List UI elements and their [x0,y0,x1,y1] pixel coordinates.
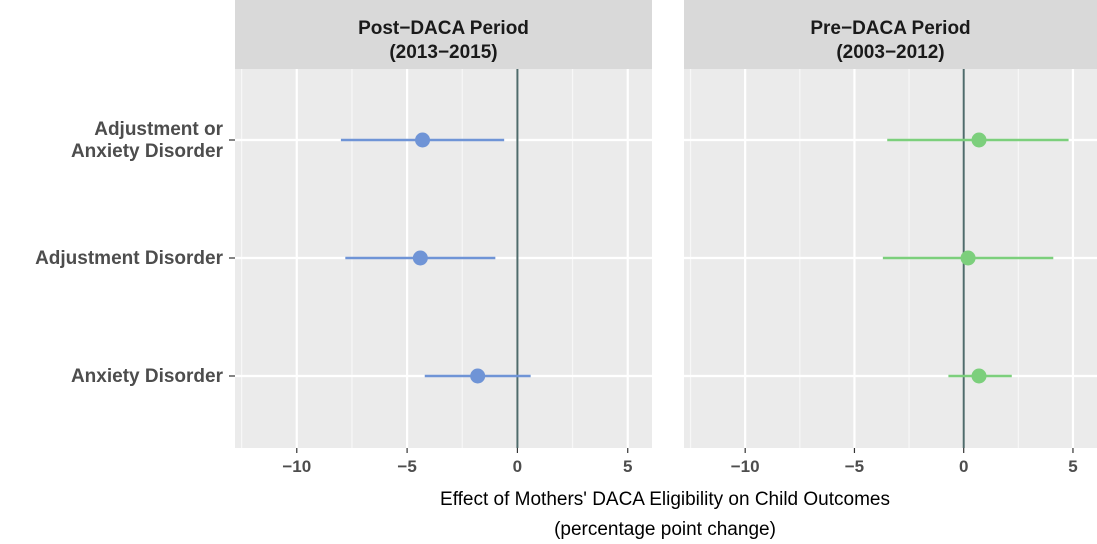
point-estimate [470,368,486,384]
facet-panel-2: Pre−DACA Period (2003−2012) −10 −5 0 5 [684,0,1097,476]
x-axis-title-line-2: (percentage point change) [554,519,776,540]
point-estimate [412,250,428,266]
point-estimate [960,250,976,266]
facet-strip-title-line-1: Pre−DACA Period [810,18,970,39]
facet-strip-bg [235,0,652,69]
point-estimate [971,132,987,148]
y-category-label: Anxiety Disorder [71,141,224,162]
y-category-label: Anxiety Disorder [71,366,224,387]
facet-strip-title-line-1: Post−DACA Period [358,18,529,39]
facet-strip-title-line-2: (2003−2012) [836,42,944,63]
point-estimate [415,132,431,148]
y-category-label: Adjustment Disorder [35,248,224,269]
facet-panel-1: Post−DACA Period (2013−2015) −10 −5 0 5 [235,0,652,476]
x-tick-label: −10 [731,457,760,476]
facet-strip-title-line-2: (2013−2015) [389,42,497,63]
x-tick-label: −10 [282,457,311,476]
point-estimate [971,368,987,384]
facet-strip-bg [684,0,1097,69]
x-axis-title-line-1: Effect of Mothers' DACA Eligibility on C… [440,489,890,510]
x-tick-label: 0 [959,457,968,476]
x-tick-label: −5 [845,457,864,476]
x-tick-label: 5 [1068,457,1077,476]
chart-panels: Post−DACA Period(2013−2015)−10 −5 0 5Pre−DA… [235,0,1097,476]
y-category-label: Adjustment or [94,119,223,140]
x-tick-label: 5 [623,457,632,476]
x-tick-label: 0 [513,457,522,476]
x-tick-label: −5 [397,457,416,476]
